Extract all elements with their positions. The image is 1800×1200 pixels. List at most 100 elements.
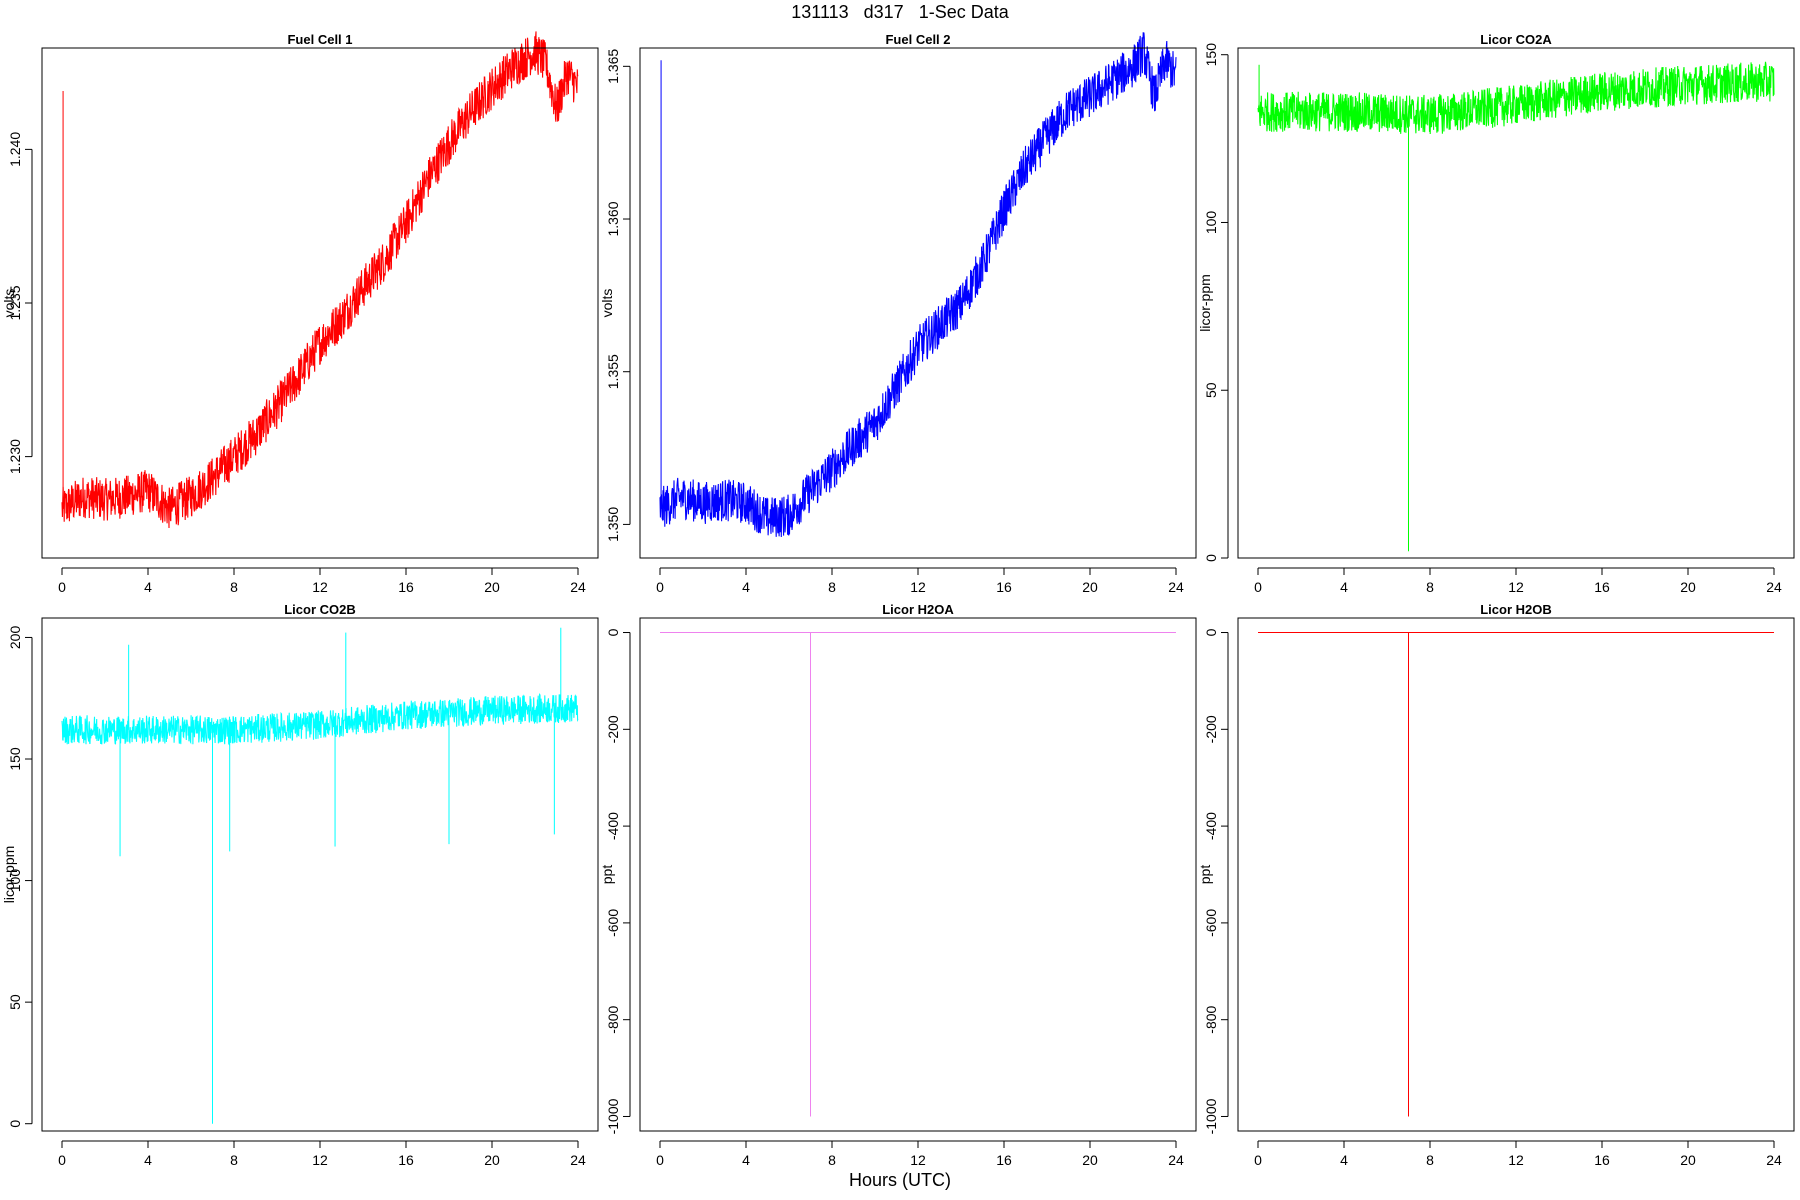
y-tick-label: 200 [7,626,23,650]
x-tick-label: 20 [1082,579,1098,595]
x-tick-label: 12 [1508,579,1524,595]
y-axis-label: volts [599,289,615,318]
x-tick-label: 24 [570,1152,586,1168]
x-tick-label: 4 [144,1152,152,1168]
x-tick-label: 16 [996,579,1012,595]
y-tick-label: 50 [1203,382,1219,398]
x-tick-label: 12 [312,579,328,595]
x-tick-label: 20 [1680,1152,1696,1168]
series-line [61,31,579,529]
series-line [1257,61,1775,135]
x-tick-label: 16 [1594,1152,1610,1168]
x-tick-label: 0 [656,1152,664,1168]
x-tick-label: 20 [484,579,500,595]
x-tick-label: 4 [1340,579,1348,595]
x-tick-label: 8 [828,1152,836,1168]
y-tick-label: -200 [1203,715,1219,743]
plot-frame [639,617,1197,1132]
x-tick-label: 4 [742,1152,750,1168]
x-tick-label: 0 [1254,1152,1262,1168]
chart-panel: Licor H2OB ppt 0 4 8 12 16 20 24 0 -200 -400 -600 -80… [1197,602,1795,1168]
y-axis-label: licor-ppm [1197,274,1213,332]
y-tick-label: -600 [605,909,621,937]
x-tick-label: 24 [1766,579,1782,595]
y-tick-label: -400 [605,812,621,840]
y-axis-label: ppt [599,865,615,885]
x-tick-label: 8 [1426,1152,1434,1168]
chart-panel: Licor CO2A licor-ppm 0 4 8 12 16 20 24 0 50 100 150 [1197,32,1795,595]
y-axis-label: volts [1,289,17,318]
chart-title: Licor H2OA [882,602,954,617]
x-tick-label: 24 [1766,1152,1782,1168]
y-tick-label: -800 [1203,1005,1219,1033]
x-tick-label: 0 [656,579,664,595]
y-tick-label: -1000 [1203,1098,1219,1134]
chart-panel: Licor H2OA ppt 0 4 8 12 16 20 24 0 -200 -400 -600 -80… [599,602,1197,1168]
series-line [61,692,579,746]
chart-title: Fuel Cell 1 [287,32,352,47]
x-tick-label: 16 [996,1152,1012,1168]
y-tick-label: 1.355 [605,354,621,389]
y-tick-label: 1.230 [7,439,23,474]
chart-title: Licor CO2B [284,602,356,617]
x-tick-label: 0 [58,1152,66,1168]
chart-panel: Fuel Cell 2 volts 0 4 8 12 16 20 24 1.350 1.355 1.3… [599,32,1197,595]
chart-title: Licor H2OB [1480,602,1552,617]
y-tick-label: 150 [7,747,23,771]
x-tick-label: 4 [144,579,152,595]
y-tick-label: 0 [1203,554,1219,562]
x-tick-label: 8 [828,579,836,595]
y-tick-label: 1.235 [7,285,23,320]
chart-panel: Licor CO2B licor-ppm 0 4 8 12 16 20 24 0 50 100 150 2… [1,602,599,1168]
y-tick-label: 0 [1203,628,1219,636]
plot-frame [41,47,599,559]
x-tick-label: 20 [1082,1152,1098,1168]
x-axis-caption: Hours (UTC) [849,1170,951,1190]
x-tick-label: 0 [58,579,66,595]
chart-title: Fuel Cell 2 [885,32,950,47]
x-tick-label: 12 [1508,1152,1524,1168]
y-tick-label: 0 [7,1120,23,1128]
x-tick-label: 24 [1168,579,1184,595]
y-axis-label: licor-ppm [1,846,17,904]
x-tick-label: 8 [1426,579,1434,595]
y-tick-label: -1000 [605,1098,621,1134]
y-tick-label: 0 [605,628,621,636]
y-tick-label: 1.365 [605,49,621,84]
chart-panel: Fuel Cell 1 volts 0 4 8 12 16 20 24 1.230 1.235 1.2… [1,31,599,595]
x-tick-label: 12 [910,1152,926,1168]
x-tick-label: 16 [398,579,414,595]
plot-frame [1237,617,1795,1132]
x-tick-label: 0 [1254,579,1262,595]
x-tick-label: 16 [1594,579,1610,595]
y-axis-label: ppt [1197,865,1213,885]
y-tick-label: -200 [605,715,621,743]
y-tick-label: -800 [605,1005,621,1033]
y-tick-label: 1.240 [7,132,23,167]
x-tick-label: 8 [230,579,238,595]
x-tick-label: 20 [1680,579,1696,595]
x-tick-label: 4 [1340,1152,1348,1168]
y-tick-label: 1.350 [605,507,621,542]
y-tick-label: -400 [1203,812,1219,840]
y-tick-label: 100 [7,869,23,893]
y-tick-label: 50 [7,994,23,1010]
plot-frame [1237,47,1795,559]
x-tick-label: 20 [484,1152,500,1168]
y-tick-label: 100 [1203,211,1219,235]
x-tick-label: 12 [312,1152,328,1168]
page-title: 131113 d317 1-Sec Data [791,2,1009,22]
x-tick-label: 16 [398,1152,414,1168]
x-tick-label: 12 [910,579,926,595]
plot-frame [41,617,599,1132]
x-tick-label: 24 [1168,1152,1184,1168]
plot-frame [639,47,1197,559]
x-tick-label: 24 [570,579,586,595]
x-tick-label: 4 [742,579,750,595]
x-tick-label: 8 [230,1152,238,1168]
series-line [659,32,1177,538]
chart-title: Licor CO2A [1480,32,1552,47]
y-tick-label: -600 [1203,909,1219,937]
y-tick-label: 1.360 [605,201,621,236]
